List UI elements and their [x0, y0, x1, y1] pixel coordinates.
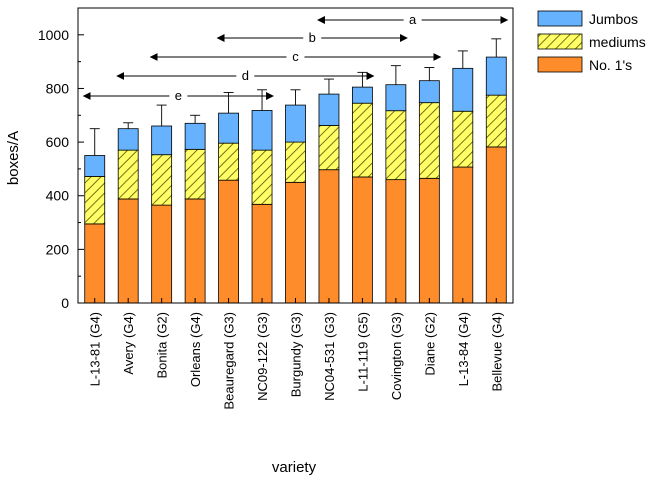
x-tick-label-9: Covington (G3)	[389, 312, 404, 400]
bar-mediums-3	[184, 148, 206, 200]
bar-jumbos-8	[352, 86, 373, 104]
legend: Jumbos mediums No. 1's	[537, 10, 646, 73]
x-tick-label-0: L-13-81 (G4)	[88, 312, 103, 386]
bar-jumbos-10	[418, 80, 440, 104]
bar-mediums-6	[285, 141, 306, 183]
bar-no-1-s-2	[151, 204, 173, 304]
legend-label-0: Jumbos	[589, 11, 638, 27]
bar-no-1-s-5	[251, 203, 273, 304]
y-tick-label-400: 400	[46, 188, 70, 204]
bar-mediums-1	[117, 149, 139, 200]
bar-jumbos-11	[452, 67, 474, 112]
group-label-a: a	[409, 12, 417, 27]
bar-jumbos-12	[485, 56, 507, 96]
x-axis-title: variety	[272, 459, 317, 476]
y-axis-title: boxes/A	[5, 131, 22, 185]
bar-no-1-s-4	[218, 179, 239, 304]
x-tick-label-4: Beauregard (G3)	[222, 312, 237, 410]
bar-mediums-9	[385, 110, 407, 181]
group-label-c: c	[292, 49, 299, 64]
bar-mediums-2	[151, 154, 173, 206]
group-label-e: e	[175, 88, 182, 103]
legend-label-2: No. 1's	[589, 57, 632, 73]
bar-jumbos-0	[84, 155, 106, 177]
bar-no-1-s-11	[452, 166, 474, 304]
y-tick-label-600: 600	[46, 134, 70, 150]
legend-label-1: mediums	[589, 34, 646, 50]
legend-swatch-0	[537, 10, 583, 27]
bar-mediums-0	[84, 176, 106, 225]
bar-mediums-8	[352, 102, 373, 178]
bar-jumbos-5	[251, 110, 273, 151]
bar-jumbos-4	[218, 112, 239, 144]
bar-no-1-s-7	[318, 169, 340, 304]
bar-no-1-s-3	[184, 198, 206, 304]
bar-jumbos-6	[285, 104, 306, 143]
y-tick-label-800: 800	[46, 80, 70, 96]
x-tick-label-11: L-13-84 (G4)	[456, 312, 471, 386]
x-tick-label-7: NC04-531 (G3)	[322, 312, 337, 401]
bar-mediums-11	[452, 110, 474, 168]
legend-swatch-1	[537, 33, 583, 50]
plot-layer: 0 200 400 600 800 1000 L-13-81 (G4) Avery (G4) B…	[38, 7, 514, 410]
bar-no-1-s-10	[418, 177, 440, 304]
bar-mediums-5	[251, 149, 273, 205]
bar-no-1-s-6	[285, 181, 306, 304]
x-tick-label-10: Diane (G2)	[422, 312, 437, 376]
bar-mediums-12	[485, 94, 507, 148]
bar-jumbos-1	[117, 128, 139, 151]
x-tick-label-5: NC09-122 (G3)	[255, 312, 270, 401]
bar-no-1-s-9	[385, 179, 407, 304]
bar-no-1-s-1	[117, 198, 139, 304]
bar-jumbos-9	[385, 84, 407, 112]
bar-no-1-s-8	[352, 176, 373, 304]
y-tick-label-200: 200	[46, 241, 70, 257]
x-tick-label-6: Burgundy (G3)	[289, 312, 304, 397]
x-tick-label-8: L-11-119 (G5)	[355, 312, 370, 392]
group-label-d: d	[242, 68, 249, 83]
y-tick-label-1000: 1000	[38, 27, 69, 43]
bar-no-1-s-12	[485, 146, 507, 304]
bar-jumbos-2	[151, 125, 173, 156]
x-tick-label-1: Avery (G4)	[121, 312, 136, 375]
bar-mediums-10	[418, 102, 440, 179]
bar-mediums-4	[218, 142, 239, 181]
bar-mediums-7	[318, 125, 340, 171]
legend-swatch-2	[537, 56, 583, 73]
bar-jumbos-3	[184, 122, 206, 150]
bar-no-1-s-0	[84, 223, 106, 304]
y-tick-label-0: 0	[61, 295, 69, 311]
x-tick-label-3: Orleans (G4)	[188, 312, 203, 387]
x-tick-label-12: Bellevue (G4)	[489, 312, 504, 391]
x-tick-label-2: Bonita (G2)	[155, 312, 170, 378]
bar-jumbos-7	[318, 93, 340, 126]
group-label-b: b	[309, 30, 316, 45]
